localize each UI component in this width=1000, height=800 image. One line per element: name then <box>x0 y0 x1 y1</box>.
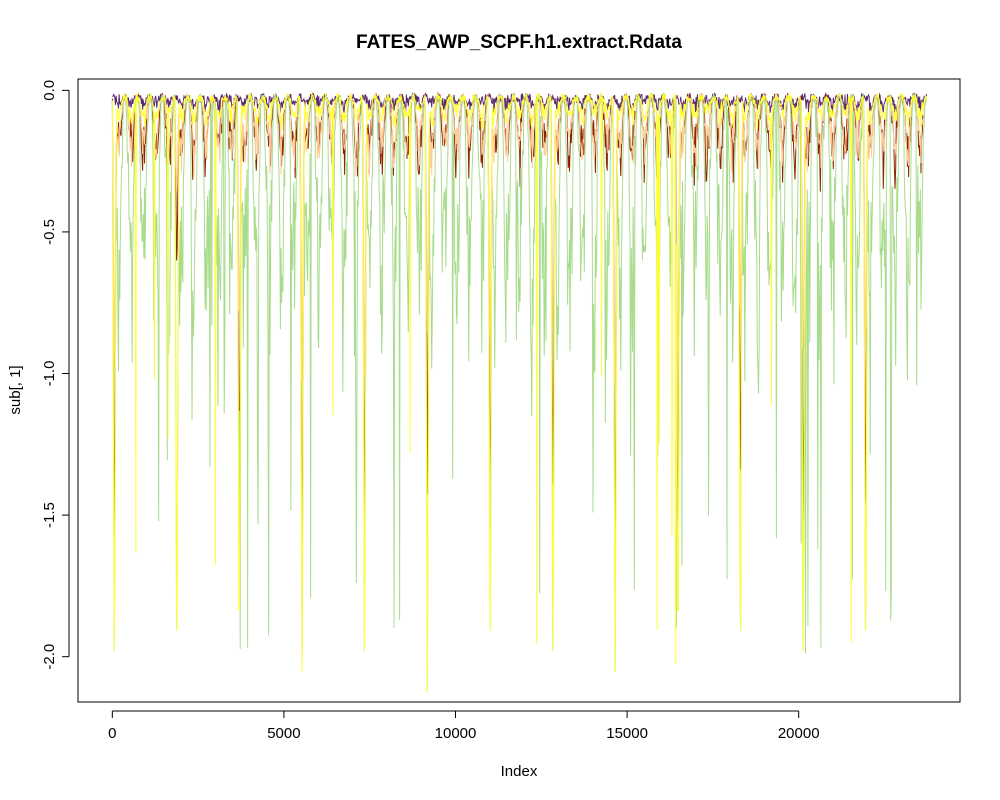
plot-frame <box>77 78 961 703</box>
series-line-5 <box>111 91 927 692</box>
x-tick-label: 0 <box>108 725 116 742</box>
y-tick-label: -1.5 <box>41 502 58 528</box>
y-tick-label: -2.0 <box>41 644 58 670</box>
y-axis-label: sub[, 1] <box>7 365 24 414</box>
chart-title: FATES_AWP_SCPF.h1.extract.Rdata <box>356 32 682 53</box>
y-tick-label: -0.5 <box>41 219 58 245</box>
x-axis-label: Index <box>501 763 538 780</box>
series-layer <box>111 91 927 692</box>
y-axis: 0.0 -0.5 -1.0 -1.5 -2.0 <box>41 80 70 670</box>
y-tick-label: 0.0 <box>41 80 58 101</box>
x-axis: 0 5000 10000 15000 20000 <box>108 710 820 742</box>
series-line-4 <box>111 92 927 692</box>
y-tick-label: -1.0 <box>41 361 58 387</box>
x-tick-label: 15000 <box>606 725 648 742</box>
x-tick-label: 10000 <box>435 725 477 742</box>
x-tick-label: 20000 <box>778 725 820 742</box>
x-tick-label: 5000 <box>267 725 300 742</box>
